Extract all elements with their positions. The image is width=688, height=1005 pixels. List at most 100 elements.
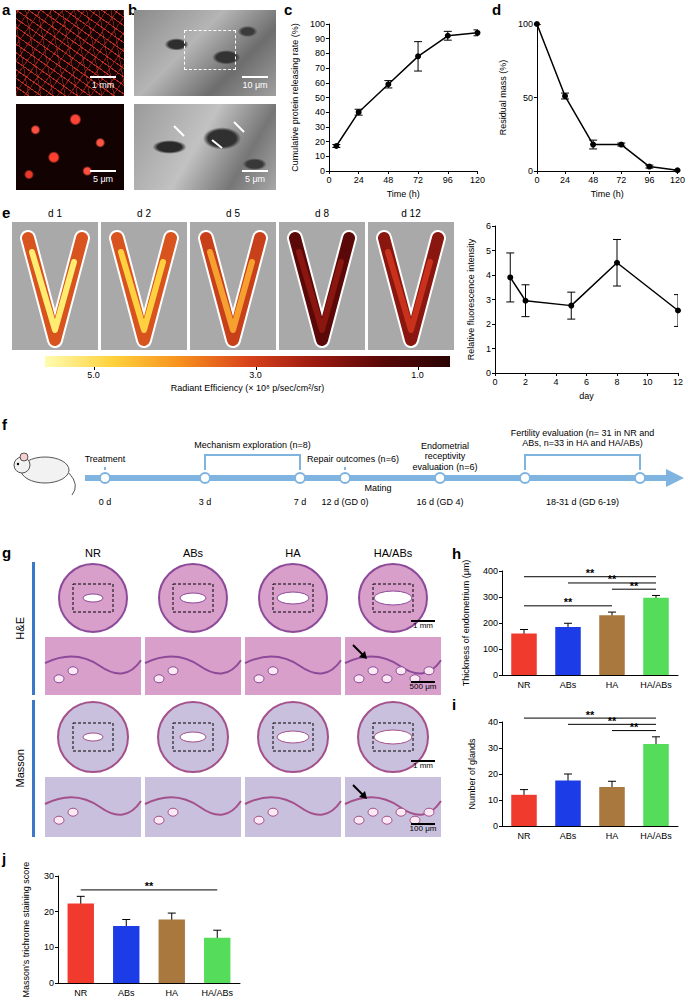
svg-text:3: 3 [486, 295, 491, 305]
svg-text:400: 400 [483, 566, 498, 576]
svg-text:NR: NR [518, 680, 531, 690]
html-text:d 1: d 1 [48, 208, 62, 219]
svg-text:300: 300 [483, 592, 498, 602]
svg-text:Number of glands: Number of glands [467, 738, 477, 810]
html-text:Endometrial receptivity evalua: Endometrial receptivity evaluation (n=6) [412, 441, 478, 472]
svg-text:48: 48 [383, 175, 393, 185]
svg-text:2: 2 [486, 319, 491, 329]
svg-text:60: 60 [315, 78, 325, 88]
svg-text:**: ** [608, 715, 617, 727]
svg-text:**: ** [630, 721, 639, 733]
html-text:10 μm: 10 μm [242, 80, 268, 90]
svg-text:2: 2 [523, 377, 528, 387]
html-text:d 8: d 8 [315, 208, 329, 219]
html-text:Masson: Masson [14, 749, 26, 788]
svg-text:**: ** [586, 709, 595, 721]
svg-text:ABs: ABs [560, 831, 577, 841]
svg-text:0: 0 [486, 368, 491, 378]
svg-text:HA: HA [606, 831, 619, 841]
svg-text:Time (h): Time (h) [591, 189, 624, 199]
svg-text:**: ** [586, 567, 595, 579]
svg-text:100: 100 [518, 19, 533, 29]
svg-text:6: 6 [584, 377, 589, 387]
html-text:Fertility evaluation (n= 31 in: Fertility evaluation (n= 31 in NR and AB… [510, 428, 655, 449]
svg-text:20: 20 [488, 769, 498, 779]
svg-text:0: 0 [493, 670, 498, 680]
svg-text:**: ** [145, 880, 154, 892]
svg-text:day: day [579, 391, 594, 401]
html-text:d 2: d 2 [137, 208, 151, 219]
svg-text:0: 0 [326, 175, 331, 185]
svg-text:0: 0 [534, 175, 539, 185]
svg-text:8: 8 [614, 377, 619, 387]
svg-text:Thickness of endometrium (μm): Thickness of endometrium (μm) [461, 560, 471, 687]
html-text:HA/ABs: HA/ABs [373, 547, 413, 559]
svg-text:10: 10 [488, 795, 498, 805]
svg-text:**: ** [564, 596, 573, 608]
svg-text:4: 4 [486, 270, 491, 280]
svg-text:30: 30 [44, 871, 54, 881]
svg-text:1: 1 [486, 344, 491, 354]
svg-text:200: 200 [483, 618, 498, 628]
svg-text:0: 0 [492, 377, 497, 387]
html-text:d 5: d 5 [226, 208, 240, 219]
svg-text:50: 50 [523, 93, 533, 103]
svg-text:24: 24 [354, 175, 364, 185]
svg-text:120: 120 [670, 175, 685, 185]
svg-text:100: 100 [483, 644, 498, 654]
svg-text:24: 24 [560, 175, 570, 185]
svg-text:0: 0 [320, 166, 325, 176]
svg-text:0: 0 [528, 166, 533, 176]
html-text:5 μm: 5 μm [92, 174, 114, 184]
svg-text:Time (h): Time (h) [387, 189, 420, 199]
svg-text:72: 72 [616, 175, 626, 185]
svg-text:96: 96 [443, 175, 453, 185]
svg-text:80: 80 [315, 48, 325, 58]
svg-text:HA/ABs: HA/ABs [640, 831, 672, 841]
svg-text:HA/ABs: HA/ABs [201, 988, 233, 998]
html-text:b: b [128, 1, 138, 18]
svg-text:**: ** [630, 580, 639, 592]
svg-text:70: 70 [315, 63, 325, 73]
svg-text:48: 48 [588, 175, 598, 185]
svg-text:Cumulative protein releasing r: Cumulative protein releasing rate (%) [290, 23, 300, 172]
html-text:H&E: H&E [14, 617, 26, 640]
svg-text:40: 40 [315, 107, 325, 117]
svg-text:12: 12 [673, 377, 683, 387]
svg-text:40: 40 [488, 717, 498, 727]
svg-text:ABs: ABs [560, 680, 577, 690]
svg-text:30: 30 [315, 122, 325, 132]
svg-text:NR: NR [518, 831, 531, 841]
html-text:HA: HA [285, 547, 301, 559]
svg-text:Masson's trichrome staining sc: Masson's trichrome staining score [21, 862, 31, 998]
svg-text:0: 0 [49, 978, 54, 988]
svg-text:50: 50 [315, 93, 325, 103]
svg-text:20: 20 [44, 907, 54, 917]
html-text:ABs: ABs [182, 547, 204, 559]
svg-text:Relative fluorescence intensit: Relative fluorescence intensity [466, 238, 476, 360]
svg-text:30: 30 [488, 743, 498, 753]
svg-text:10: 10 [315, 151, 325, 161]
svg-text:HA/ABs: HA/ABs [640, 680, 672, 690]
svg-text:NR: NR [74, 988, 87, 998]
html-text:d 12: d 12 [401, 208, 421, 219]
svg-text:4: 4 [553, 377, 558, 387]
svg-text:**: ** [608, 573, 617, 585]
html-text:NR: NR [85, 547, 101, 559]
svg-text:90: 90 [315, 34, 325, 44]
svg-text:72: 72 [413, 175, 423, 185]
svg-text:10: 10 [44, 942, 54, 952]
svg-text:6: 6 [486, 221, 491, 231]
svg-text:96: 96 [644, 175, 654, 185]
svg-text:10: 10 [642, 377, 652, 387]
svg-text:20: 20 [315, 137, 325, 147]
svg-text:Residual mass (%): Residual mass (%) [498, 60, 508, 136]
svg-text:ABs: ABs [118, 988, 135, 998]
svg-text:HA: HA [606, 680, 619, 690]
svg-text:HA: HA [165, 988, 178, 998]
svg-text:100: 100 [310, 19, 325, 29]
svg-text:120: 120 [470, 175, 485, 185]
html-text:1 mm: 1 mm [91, 80, 115, 90]
svg-text:5: 5 [486, 246, 491, 256]
svg-text:0: 0 [493, 821, 498, 831]
